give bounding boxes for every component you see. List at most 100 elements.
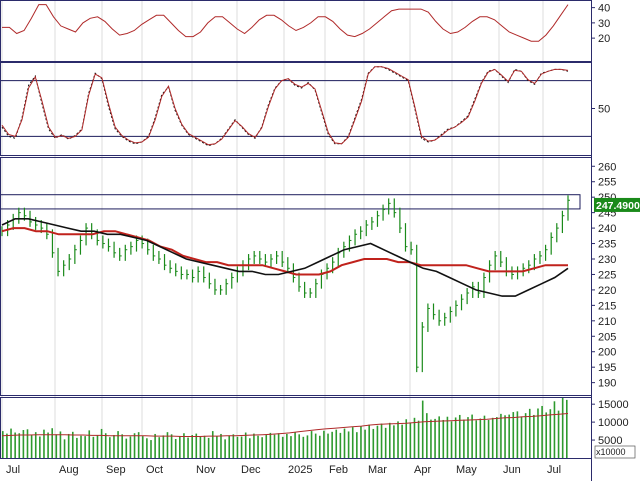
volume-bar: [516, 411, 519, 458]
volume-bar: [125, 438, 128, 458]
volume-bar: [397, 421, 399, 458]
volume-bar: [104, 433, 107, 458]
volume-bar: [380, 423, 383, 458]
volume-bar: [220, 433, 222, 458]
x-tick-label: Jun: [503, 464, 521, 476]
volume-bar: [55, 434, 58, 458]
volume-bar: [92, 436, 95, 458]
volume-bar: [393, 425, 395, 458]
volume-bar: [100, 428, 103, 458]
volume-bar: [471, 414, 473, 458]
volume-bar: [80, 435, 82, 458]
volume-bar: [388, 422, 391, 458]
x-tick-label: Dec: [241, 464, 261, 476]
volume-bar: [487, 419, 490, 458]
volume-bar: [71, 431, 74, 458]
y-tick-label: 195: [598, 362, 616, 374]
y-tick-label: 15000: [598, 399, 629, 411]
volume-bar: [524, 413, 527, 458]
volume-bar: [384, 427, 387, 458]
x-tick-label: May: [456, 464, 477, 476]
volume-bar: [43, 429, 45, 458]
volume-bar: [179, 436, 181, 458]
volume-bar: [224, 439, 226, 458]
volume-bar: [236, 436, 239, 458]
x-tick-label: Oct: [146, 464, 163, 476]
volume-bar: [323, 430, 325, 458]
volume-bar: [59, 431, 62, 458]
y-tick-label: 260: [598, 161, 616, 173]
volume-bar: [76, 437, 78, 458]
volume-bar: [512, 412, 515, 458]
volume-bar: [413, 417, 416, 458]
y-tick-label: 20: [598, 33, 610, 45]
volume-bar: [496, 417, 498, 458]
volume-bar: [216, 436, 218, 458]
volume-bar: [438, 416, 440, 458]
y-tick-label: 215: [598, 300, 616, 312]
stochastic-k-line: [1, 66, 569, 146]
volume-bar: [207, 437, 210, 458]
rsi-line: [2, 4, 569, 42]
volume-bar: [14, 432, 16, 458]
volume-bar: [84, 436, 86, 458]
volume-bar: [306, 435, 309, 458]
volume-bar: [430, 419, 432, 458]
volume-bar: [566, 399, 568, 458]
volume-bar: [133, 433, 136, 458]
volume-bar: [191, 435, 193, 458]
volume-bar: [520, 416, 523, 458]
price-panel: [0, 194, 581, 373]
volume-bar: [339, 432, 342, 458]
x-tick-label: Jul: [6, 464, 20, 476]
volume-bar: [63, 439, 66, 458]
last-price-tag: [594, 197, 640, 212]
volume-bar: [154, 433, 156, 458]
volume-bar: [454, 417, 457, 458]
moving-average-short: [1, 218, 569, 297]
volume-bar: [541, 405, 543, 458]
volume-bar: [417, 420, 420, 458]
volume-bar: [372, 428, 375, 458]
volume-bar: [545, 412, 548, 458]
volume-bar: [67, 433, 70, 458]
volume-moving-average: [1, 413, 569, 437]
volume-bar: [331, 431, 333, 458]
volume-bar: [500, 413, 502, 458]
y-tick-label: 10000: [598, 417, 629, 429]
volume-bar: [183, 433, 185, 458]
volume-bar: [30, 434, 33, 458]
volume-bar: [463, 419, 465, 458]
volume-bar: [467, 417, 469, 458]
y-tick-label: 205: [598, 331, 616, 343]
volume-panel: [1, 397, 569, 458]
volume-bar: [314, 433, 317, 458]
volume-bar: [121, 434, 123, 458]
volume-bar: [47, 432, 49, 458]
last-price-label: 247.4900: [596, 200, 640, 212]
volume-bar: [475, 420, 478, 458]
volume-bar: [376, 425, 379, 458]
volume-bar: [195, 433, 198, 458]
volume-bar: [409, 422, 412, 458]
volume-bar: [146, 438, 148, 458]
y-tick-label: 255: [598, 177, 616, 189]
volume-bar: [257, 435, 259, 458]
volume-bar: [174, 438, 177, 458]
volume-bar: [302, 436, 305, 458]
volume-bar: [401, 424, 403, 458]
rsi-panel: [2, 4, 569, 42]
volume-bar: [421, 400, 424, 458]
volume-bar: [310, 431, 313, 458]
resistance-zone: [0, 194, 581, 210]
volume-unit-label: x10000: [596, 447, 626, 457]
volume-bar: [368, 424, 370, 458]
stochastic-panel: [0, 66, 591, 147]
volume-bar: [549, 409, 552, 458]
volume-bar: [537, 408, 539, 458]
volume-bar: [343, 428, 346, 458]
volume-bar: [356, 432, 358, 458]
moving-average-long: [1, 227, 568, 276]
